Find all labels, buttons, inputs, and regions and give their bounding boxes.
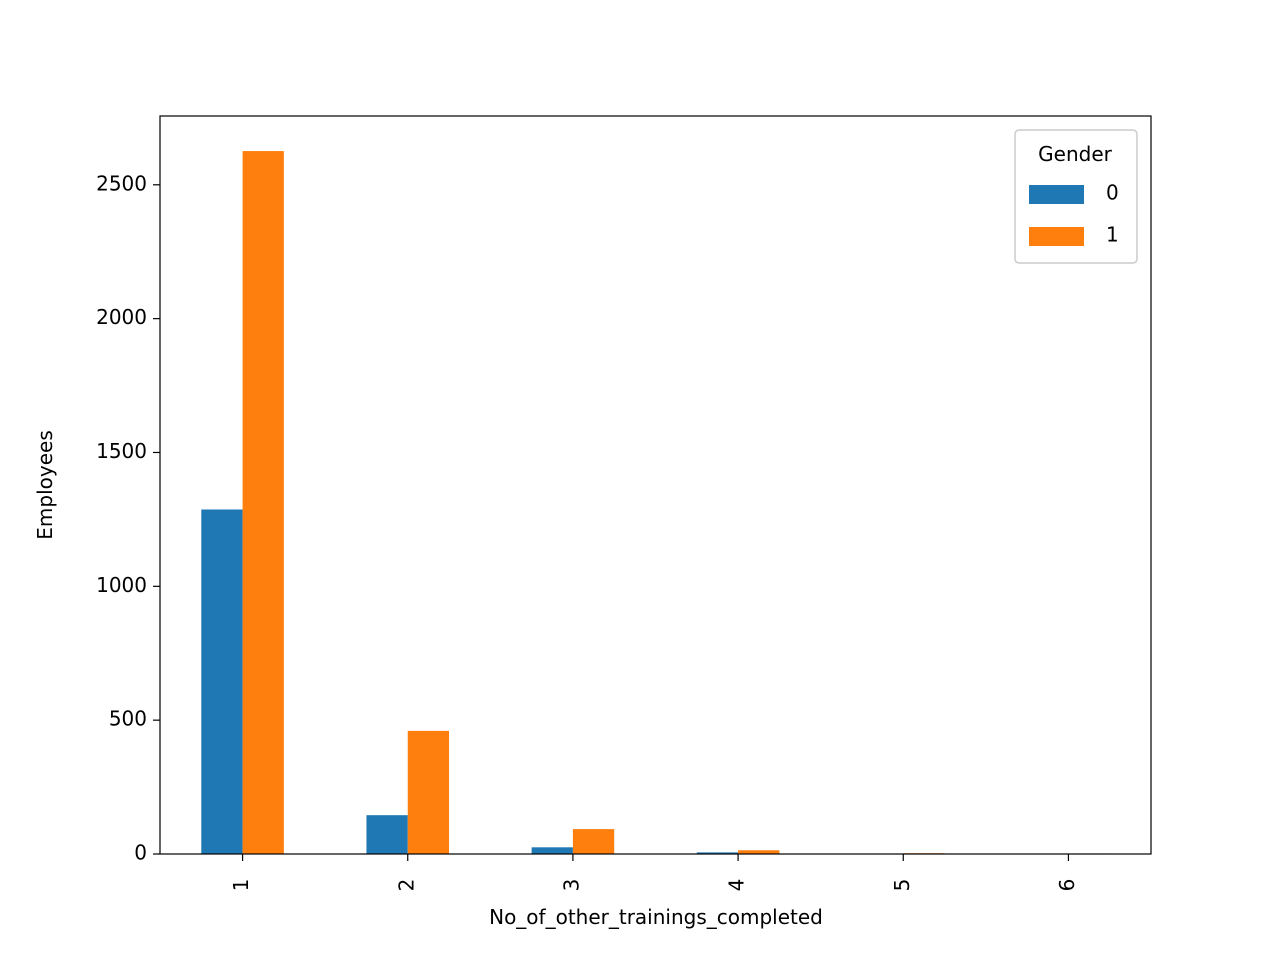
x-tick-label: 4	[725, 879, 749, 892]
legend-swatch-0	[1029, 185, 1084, 204]
legend-title: Gender	[1038, 142, 1112, 166]
x-tick-label: 3	[559, 879, 583, 892]
y-tick-label: 1500	[96, 439, 147, 463]
y-axis-label: Employees	[33, 430, 57, 539]
x-tick-label: 1	[229, 879, 253, 892]
y-tick-label: 0	[134, 841, 147, 865]
bar-series-1-cat-2	[408, 731, 449, 854]
y-tick-label: 1000	[96, 573, 147, 597]
bar-series-0-cat-1	[201, 509, 242, 854]
legend: Gender 0 1	[1015, 130, 1137, 263]
x-tick-label: 2	[394, 879, 418, 892]
legend-swatch-1	[1029, 227, 1084, 246]
x-tick-label: 6	[1055, 879, 1079, 892]
legend-label-0: 0	[1106, 181, 1119, 205]
bar-series-0-cat-3	[532, 847, 573, 854]
y-tick-label: 500	[109, 707, 147, 731]
x-axis-label: No_of_other_trainings_completed	[489, 905, 823, 929]
legend-label-1: 1	[1106, 223, 1119, 247]
x-tick-label: 5	[890, 879, 914, 892]
y-tick-label: 2000	[96, 305, 147, 329]
bar-series-1-cat-1	[243, 151, 284, 854]
bar-series-1-cat-3	[573, 829, 614, 854]
y-tick-label: 2500	[96, 171, 147, 195]
bar-series-0-cat-2	[366, 815, 407, 854]
